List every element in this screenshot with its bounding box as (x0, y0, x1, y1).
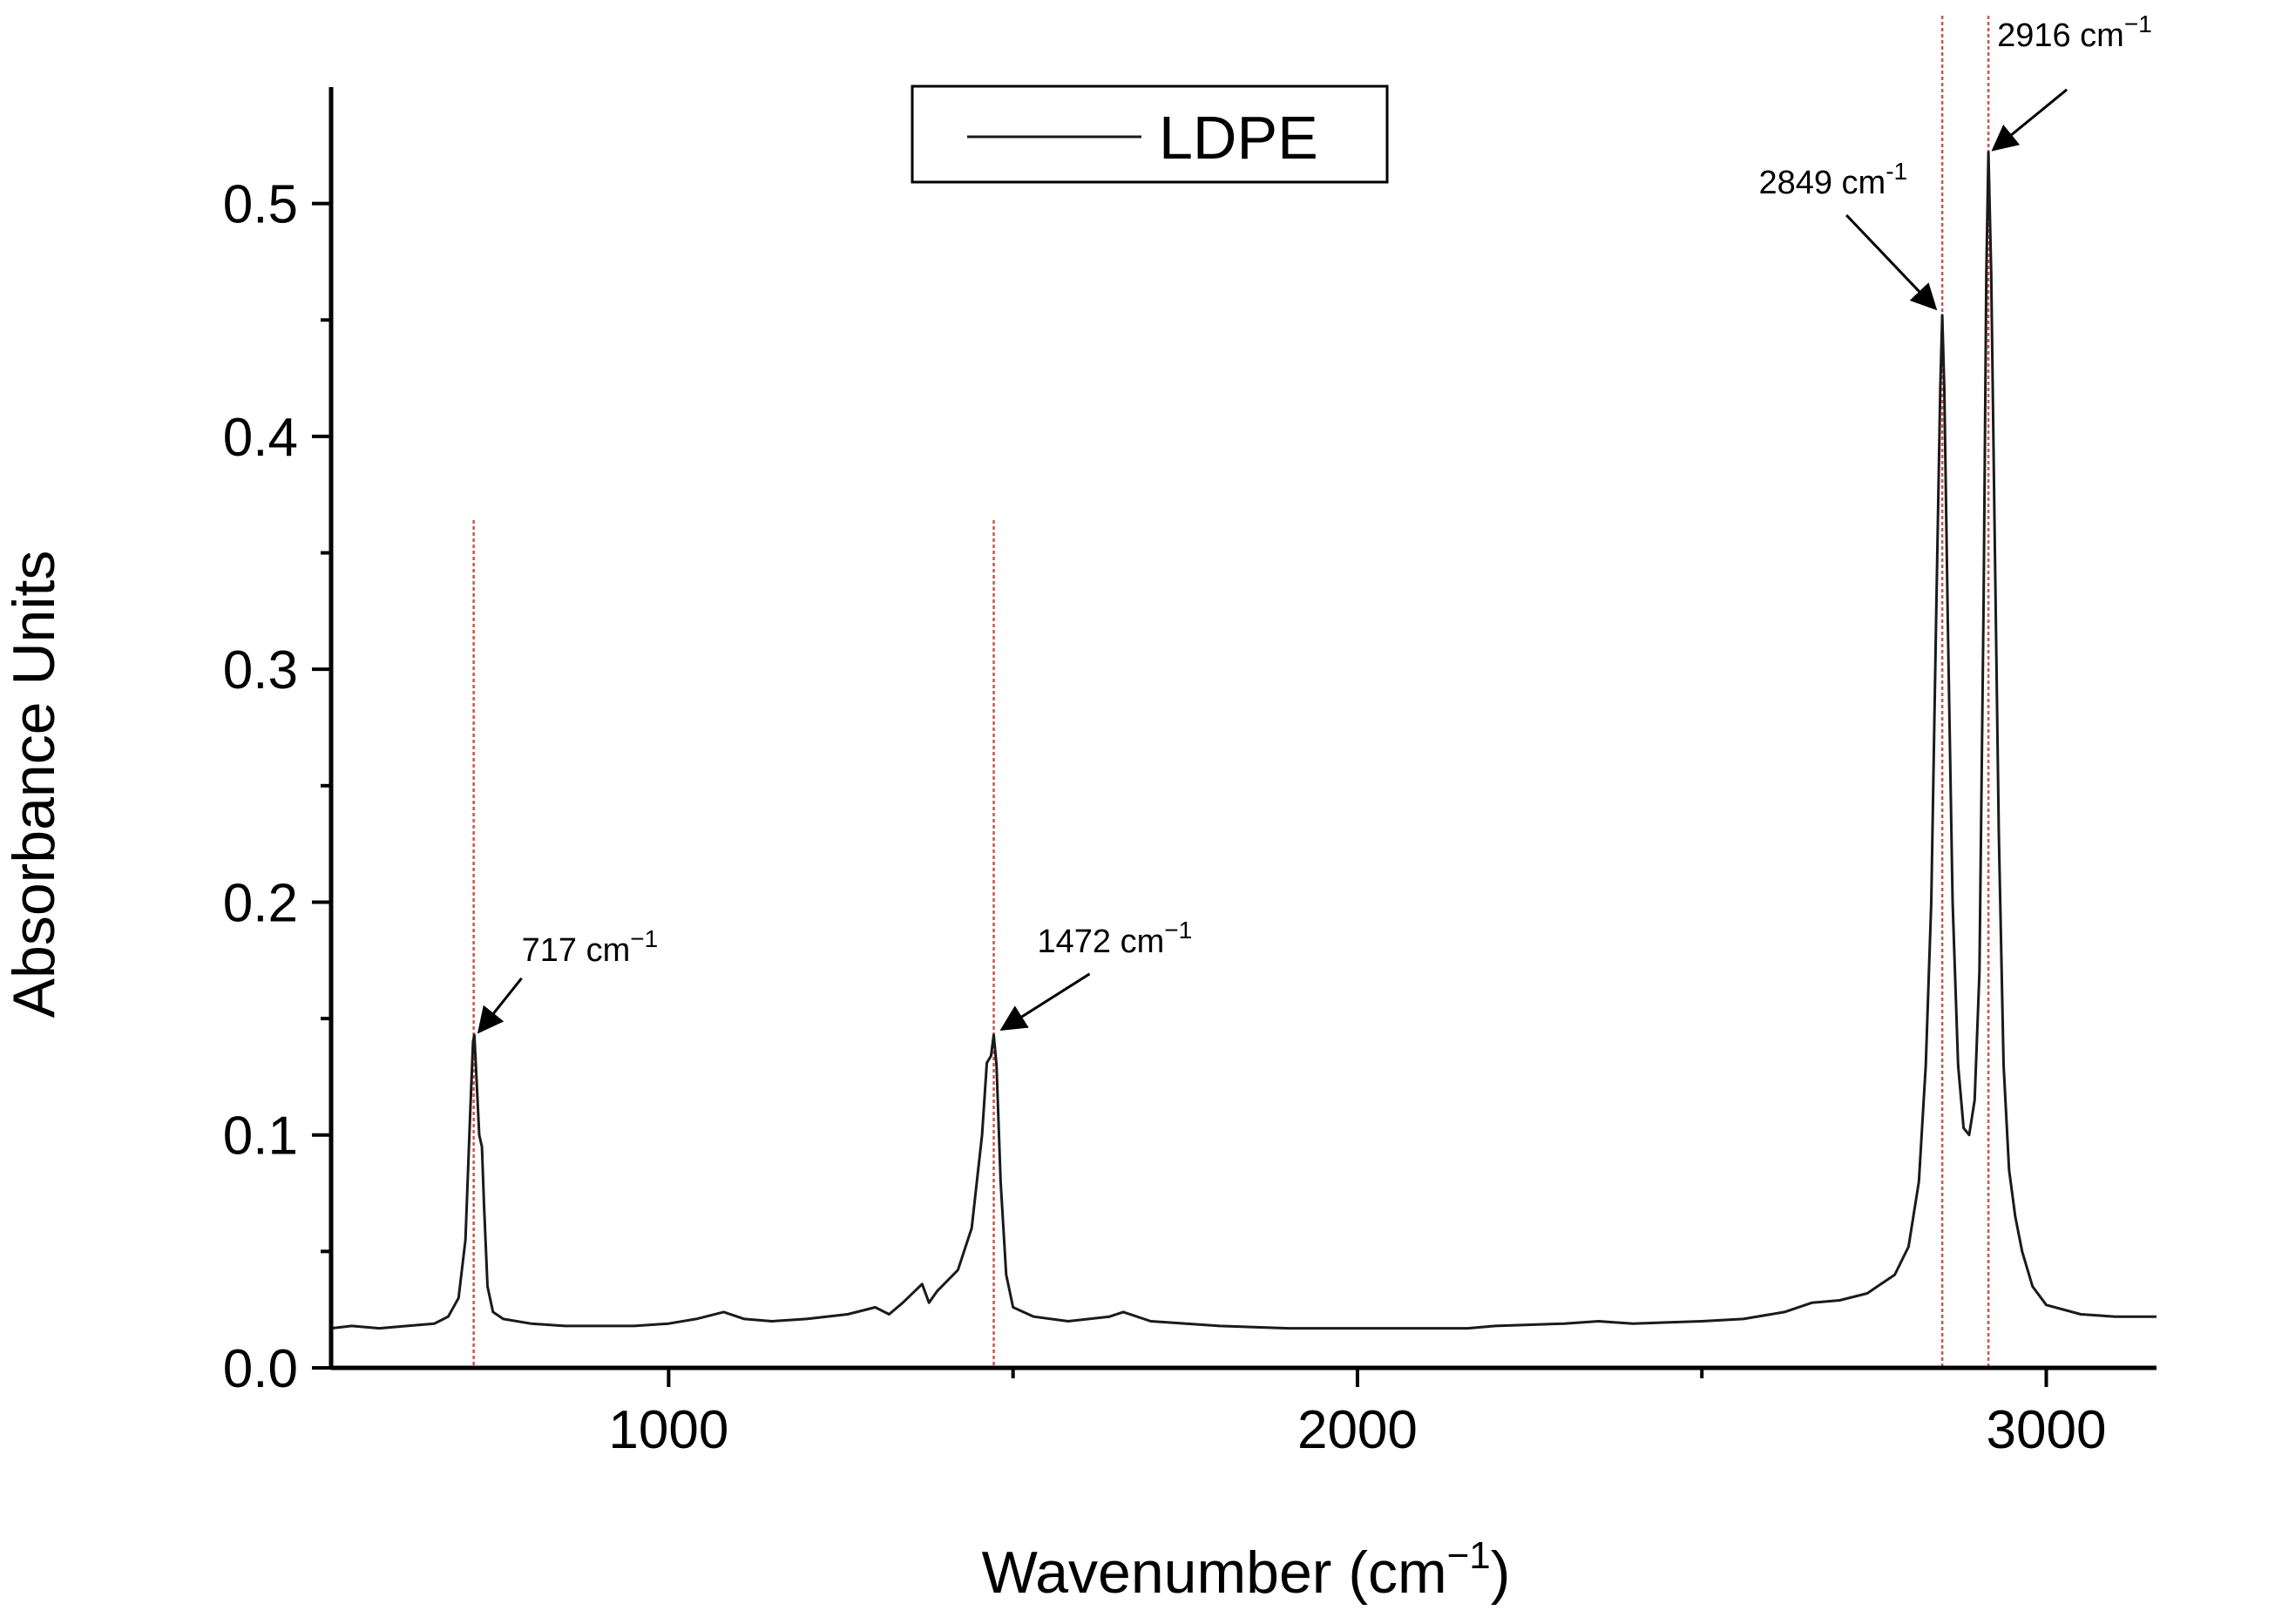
annotation-label-2849: 2849 cm-1 (1758, 158, 1907, 201)
x-tick-label: 2000 (1297, 1400, 1418, 1460)
annotation-superscript: -1 (1886, 158, 1907, 185)
legend: LDPE (911, 85, 1389, 184)
annotation-superscript: −1 (2124, 10, 2152, 37)
series-line-ldpe (330, 151, 2157, 1330)
x-tick-label: 3000 (1987, 1400, 2107, 1460)
axes: 1000 2000 3000 0.0 0.1 0.2 0.3 0.4 0.5 (223, 87, 2157, 1460)
y-tick-label: 0.0 (223, 1339, 298, 1399)
annotation-arrow-2849 (1845, 213, 1938, 311)
annotation-label-1472: 1472 cm−1 (1038, 917, 1193, 960)
annotation-arrow-717 (477, 977, 523, 1034)
series-layer (330, 151, 2157, 1330)
annotation-arrow-1472 (999, 972, 1091, 1032)
annotation-arrow-2916 (1991, 88, 2068, 152)
annotation-label-717: 717 cm−1 (522, 925, 659, 969)
legend-box (911, 85, 1389, 184)
annotation-text: 717 cm (522, 932, 631, 969)
x-axis-title-superscript: −1 (1447, 1534, 1491, 1577)
x-axis-title: Wavenumber (cm−1) (982, 1534, 1511, 1606)
reference-lines (472, 16, 1990, 1368)
annotation-superscript: −1 (1164, 917, 1192, 944)
annotation-text: 1472 cm (1038, 924, 1165, 960)
y-tick-label: 0.2 (223, 873, 298, 933)
x-tick-label: 1000 (608, 1400, 728, 1460)
axis-titles: Wavenumber (cm−1) Absorbance Units (1, 551, 1510, 1606)
x-axis-title-main: Wavenumber (cm (982, 1539, 1447, 1606)
annotation-text: 2916 cm (1997, 17, 2124, 54)
annotation-text: 2849 cm (1758, 165, 1886, 201)
x-axis-title-close: ) (1491, 1539, 1511, 1606)
y-tick-label: 0.5 (223, 175, 298, 235)
annotation-label-2916: 2916 cm−1 (1997, 10, 2152, 54)
y-tick-label: 0.3 (223, 640, 298, 700)
y-axis-title: Absorbance Units (1, 551, 67, 1018)
y-tick-label: 0.4 (223, 408, 298, 468)
annotation-superscript: −1 (630, 925, 658, 952)
legend-entry-ldpe: LDPE (1159, 104, 1318, 172)
y-tick-label: 0.1 (223, 1106, 298, 1167)
